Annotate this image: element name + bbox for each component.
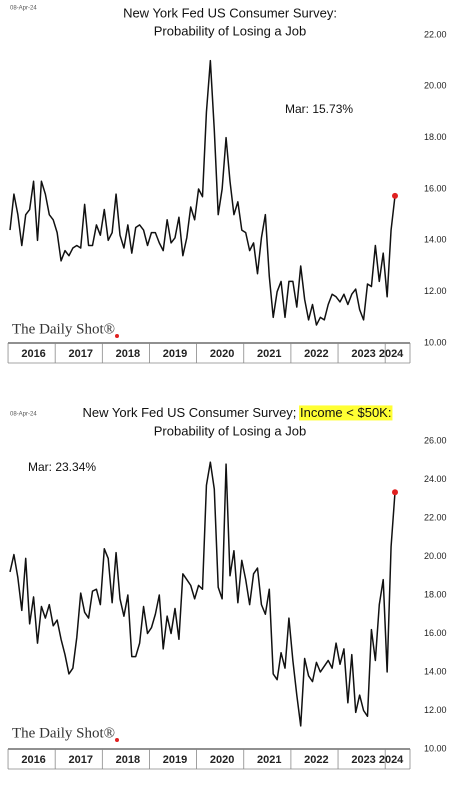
- logo: The Daily Shot®: [12, 725, 115, 741]
- y-tick-label: 18.00: [424, 132, 447, 142]
- series-line: [9, 461, 396, 727]
- y-tick-label: 10.00: [424, 743, 447, 753]
- last-point: [392, 489, 398, 496]
- annotation: Mar: 23.34%: [28, 460, 96, 474]
- chart-subtitle: Probability of Losing a Job: [154, 23, 306, 38]
- last-point: [392, 192, 398, 199]
- y-tick-label: 12.00: [424, 286, 447, 296]
- date: 08-Apr-24: [10, 6, 37, 12]
- x-tick-label: 2022: [304, 348, 328, 360]
- y-tick-label: 20.00: [424, 81, 447, 91]
- annotation: Mar: 15.73%: [285, 102, 353, 116]
- y-tick-label: 14.00: [424, 666, 447, 676]
- logo-dot: [115, 738, 119, 742]
- logo: The Daily Shot®: [12, 321, 115, 337]
- y-tick-label: 14.00: [424, 235, 447, 245]
- chart-title: New York Fed US Consumer Survey; Income …: [83, 405, 392, 420]
- y-tick-label: 22.00: [424, 512, 447, 522]
- x-tick-label: 2022: [304, 754, 328, 766]
- x-tick-label: 2021: [257, 754, 281, 766]
- title-highlight: Income < $50K:: [300, 405, 391, 420]
- x-tick-label: 2016: [21, 348, 45, 360]
- x-tick-label: 2020: [210, 348, 234, 360]
- y-tick-label: 10.00: [424, 337, 447, 347]
- x-tick-label: 2018: [116, 754, 140, 766]
- chart-title: New York Fed US Consumer Survey:: [123, 5, 337, 20]
- x-tick-label: 2020: [210, 754, 234, 766]
- x-tick-label: 2017: [68, 754, 92, 766]
- x-tick-label: 2024: [379, 348, 404, 360]
- y-tick-label: 16.00: [424, 183, 447, 193]
- chart-subtitle: Probability of Losing a Job: [154, 423, 306, 438]
- title-part: New York Fed US Consumer Survey;: [83, 405, 300, 420]
- x-tick-label: 2023: [351, 348, 375, 360]
- x-tick-label: 2023: [351, 754, 375, 766]
- x-tick-label: 2019: [163, 754, 187, 766]
- x-tick-label: 2024: [379, 754, 404, 766]
- y-tick-label: 26.00: [424, 435, 447, 445]
- x-tick-label: 2019: [163, 348, 187, 360]
- y-tick-label: 20.00: [424, 551, 447, 561]
- y-tick-label: 18.00: [424, 589, 447, 599]
- title-highlight-bg: [299, 405, 393, 421]
- x-tick-label: 2017: [68, 348, 92, 360]
- x-tick-label: 2018: [116, 348, 140, 360]
- date: 08-Apr-24: [10, 412, 37, 418]
- series-line: [9, 59, 396, 326]
- y-tick-label: 24.00: [424, 474, 447, 484]
- y-tick-label: 12.00: [424, 705, 447, 715]
- logo-dot: [115, 334, 119, 338]
- y-tick-label: 16.00: [424, 628, 447, 638]
- y-tick-label: 22.00: [424, 29, 447, 39]
- x-tick-label: 2016: [21, 754, 45, 766]
- x-tick-label: 2021: [257, 348, 281, 360]
